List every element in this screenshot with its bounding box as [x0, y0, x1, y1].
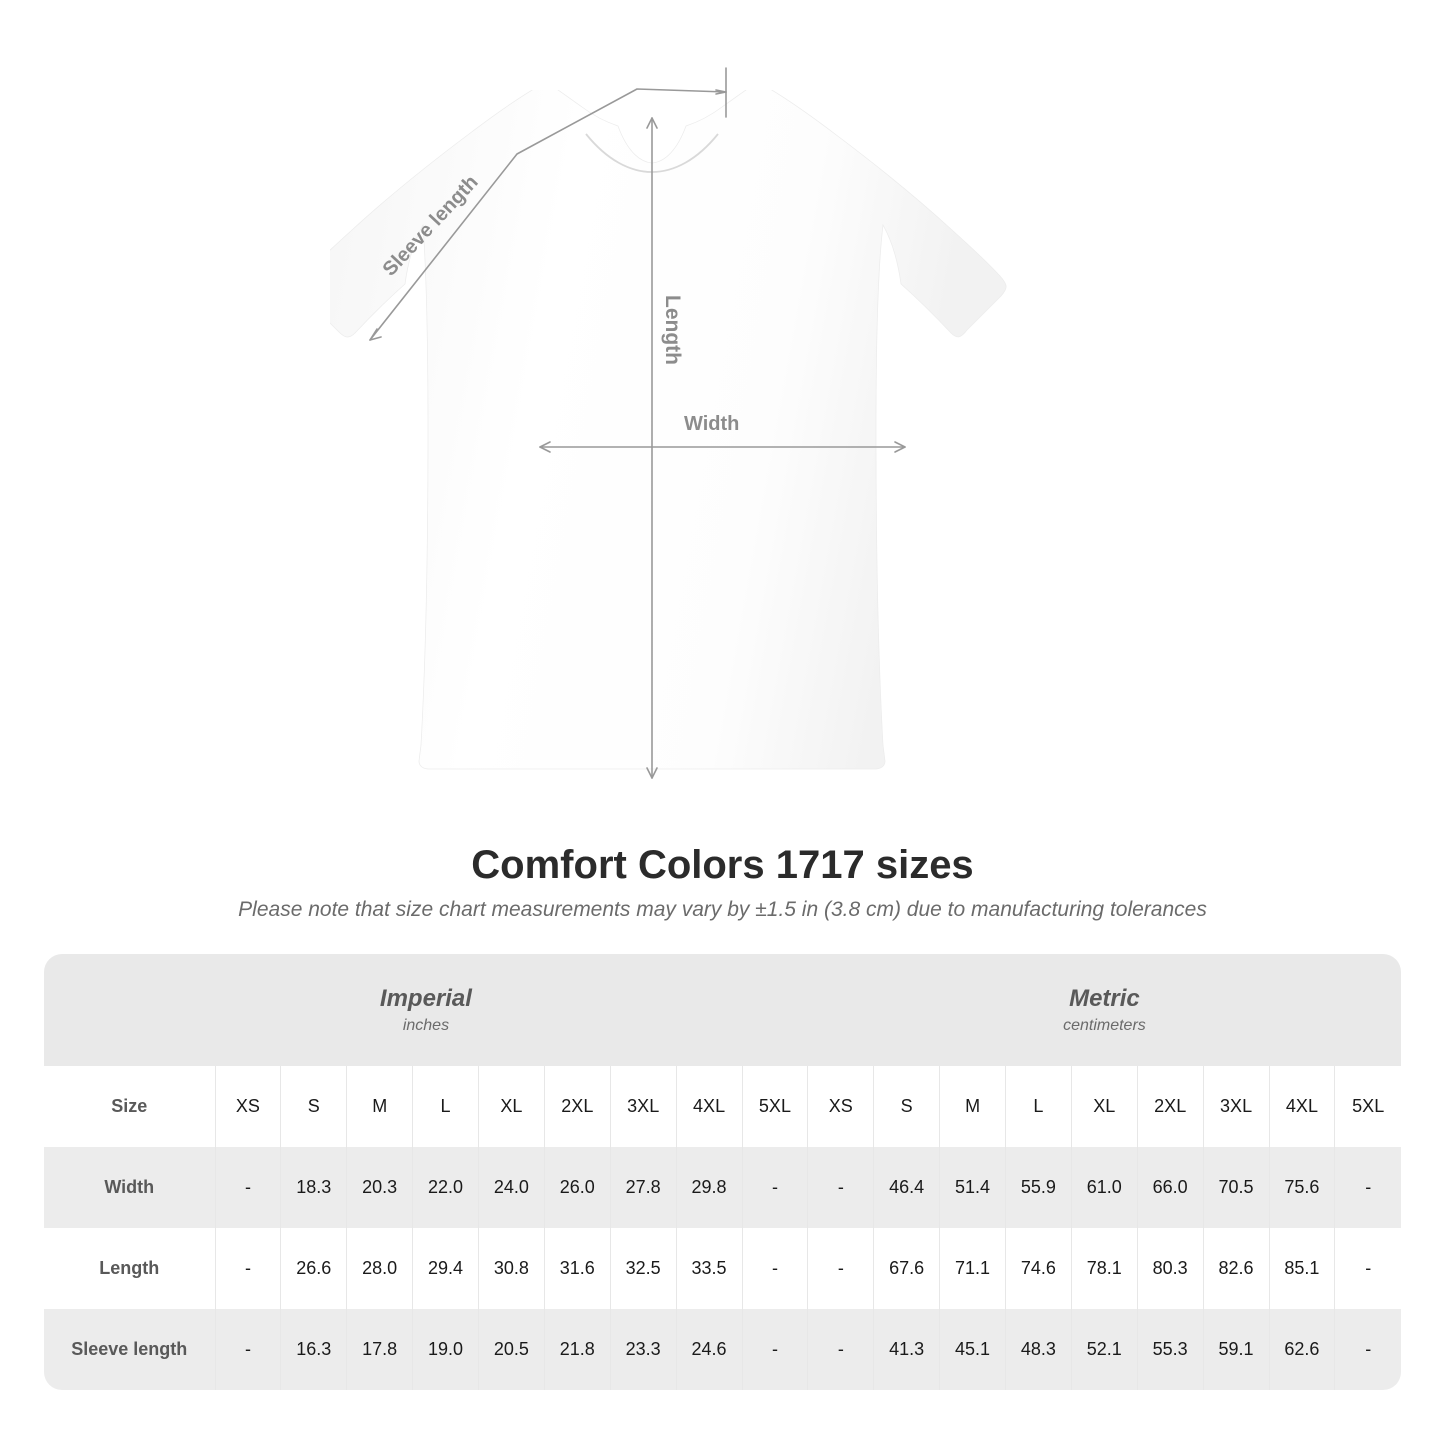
svg-text:Width: Width	[684, 413, 739, 435]
svg-text:Length: Length	[661, 295, 684, 365]
